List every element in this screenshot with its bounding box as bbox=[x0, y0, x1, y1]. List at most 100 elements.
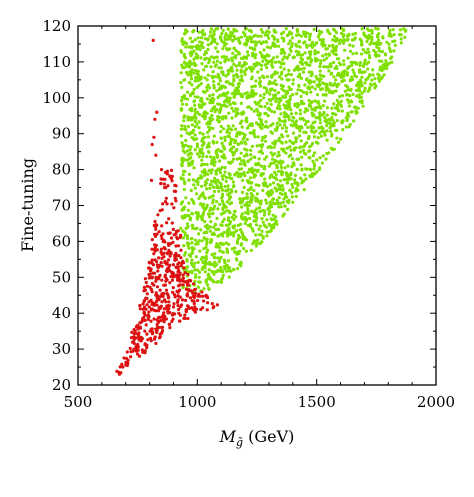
green-point bbox=[363, 58, 367, 62]
green-point bbox=[208, 101, 212, 105]
green-point bbox=[217, 189, 221, 193]
green-point bbox=[185, 97, 190, 101]
green-point bbox=[268, 183, 272, 187]
green-point bbox=[253, 162, 258, 166]
green-point bbox=[392, 49, 396, 53]
green-point bbox=[236, 142, 240, 146]
green-point bbox=[290, 141, 294, 145]
green-point bbox=[210, 195, 214, 199]
green-point bbox=[238, 61, 242, 65]
green-point bbox=[182, 54, 186, 58]
green-point bbox=[252, 84, 256, 88]
green-point bbox=[209, 171, 213, 175]
green-point bbox=[263, 210, 267, 214]
green-point bbox=[276, 39, 280, 44]
green-point bbox=[249, 30, 253, 34]
green-point bbox=[230, 65, 234, 70]
green-point bbox=[304, 130, 308, 135]
green-point bbox=[212, 272, 216, 276]
green-point bbox=[219, 241, 224, 245]
red-point bbox=[176, 229, 180, 233]
green-point bbox=[299, 56, 303, 60]
green-point bbox=[368, 86, 372, 90]
green-point bbox=[377, 49, 381, 53]
green-point bbox=[251, 54, 255, 58]
red-point bbox=[191, 294, 195, 298]
green-point bbox=[293, 178, 297, 182]
green-point bbox=[254, 244, 258, 248]
green-point bbox=[265, 101, 269, 105]
green-point bbox=[282, 39, 286, 43]
red-point bbox=[129, 355, 133, 359]
green-point bbox=[234, 56, 238, 60]
green-point bbox=[330, 106, 334, 110]
green-point bbox=[290, 119, 294, 123]
green-point bbox=[270, 58, 274, 62]
green-point bbox=[234, 64, 238, 68]
green-point bbox=[218, 167, 223, 171]
green-point bbox=[316, 100, 320, 104]
green-point bbox=[278, 187, 282, 192]
green-point bbox=[261, 30, 265, 34]
green-point bbox=[207, 150, 211, 154]
green-point bbox=[217, 66, 221, 70]
green-point bbox=[325, 138, 329, 142]
green-point bbox=[230, 56, 234, 60]
green-point bbox=[227, 160, 231, 165]
green-point bbox=[213, 256, 217, 260]
green-point bbox=[219, 223, 223, 227]
green-point bbox=[225, 95, 229, 100]
green-point bbox=[324, 157, 328, 161]
green-point bbox=[272, 181, 276, 185]
red-point bbox=[144, 280, 148, 285]
red-point bbox=[168, 281, 172, 285]
green-point bbox=[399, 41, 403, 45]
green-point bbox=[232, 79, 236, 83]
green-point bbox=[358, 78, 363, 82]
green-point bbox=[201, 90, 205, 94]
green-point bbox=[212, 134, 216, 138]
green-point bbox=[204, 230, 208, 235]
green-point bbox=[182, 78, 186, 82]
green-point bbox=[333, 82, 337, 86]
green-point bbox=[239, 214, 244, 218]
green-point bbox=[352, 119, 356, 123]
red-point bbox=[150, 238, 154, 242]
green-point bbox=[307, 99, 311, 103]
red-point bbox=[136, 323, 140, 327]
red-point bbox=[186, 305, 190, 309]
green-point bbox=[290, 191, 294, 195]
green-point bbox=[197, 232, 201, 236]
green-point bbox=[345, 73, 349, 77]
green-point bbox=[260, 138, 264, 142]
green-point bbox=[202, 68, 206, 72]
red-point bbox=[172, 302, 176, 306]
green-point bbox=[226, 72, 231, 76]
green-point bbox=[322, 58, 326, 62]
green-point bbox=[377, 79, 381, 83]
green-point bbox=[245, 91, 249, 95]
green-point bbox=[363, 86, 367, 90]
green-point bbox=[224, 223, 228, 227]
green-point bbox=[253, 209, 257, 213]
green-point bbox=[238, 40, 242, 44]
red-point bbox=[145, 292, 149, 296]
green-point bbox=[179, 226, 183, 230]
green-point bbox=[200, 151, 204, 155]
green-point bbox=[244, 249, 248, 253]
red-point bbox=[166, 304, 170, 308]
green-point bbox=[202, 162, 206, 166]
green-point bbox=[265, 90, 269, 94]
green-point bbox=[310, 172, 314, 176]
green-point bbox=[281, 214, 285, 218]
green-point bbox=[291, 131, 296, 135]
red-point bbox=[157, 265, 161, 269]
green-point bbox=[210, 34, 214, 38]
green-point bbox=[342, 33, 346, 37]
green-point bbox=[182, 93, 186, 98]
green-point bbox=[205, 78, 209, 82]
green-point bbox=[214, 46, 218, 50]
green-point bbox=[292, 68, 296, 72]
green-point bbox=[360, 83, 364, 88]
